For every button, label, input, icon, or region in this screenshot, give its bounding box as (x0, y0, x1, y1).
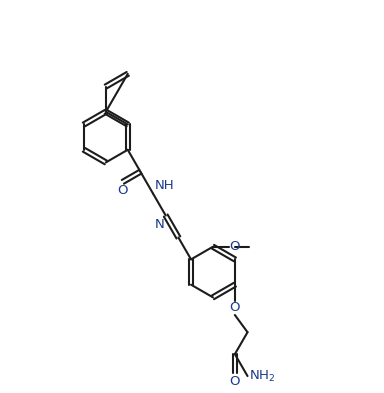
Text: N: N (154, 218, 164, 231)
Text: O: O (229, 240, 239, 253)
Text: O: O (230, 375, 240, 388)
Text: NH: NH (155, 179, 174, 192)
Text: O: O (118, 184, 128, 197)
Text: NH$_2$: NH$_2$ (250, 369, 276, 384)
Text: O: O (230, 301, 240, 314)
